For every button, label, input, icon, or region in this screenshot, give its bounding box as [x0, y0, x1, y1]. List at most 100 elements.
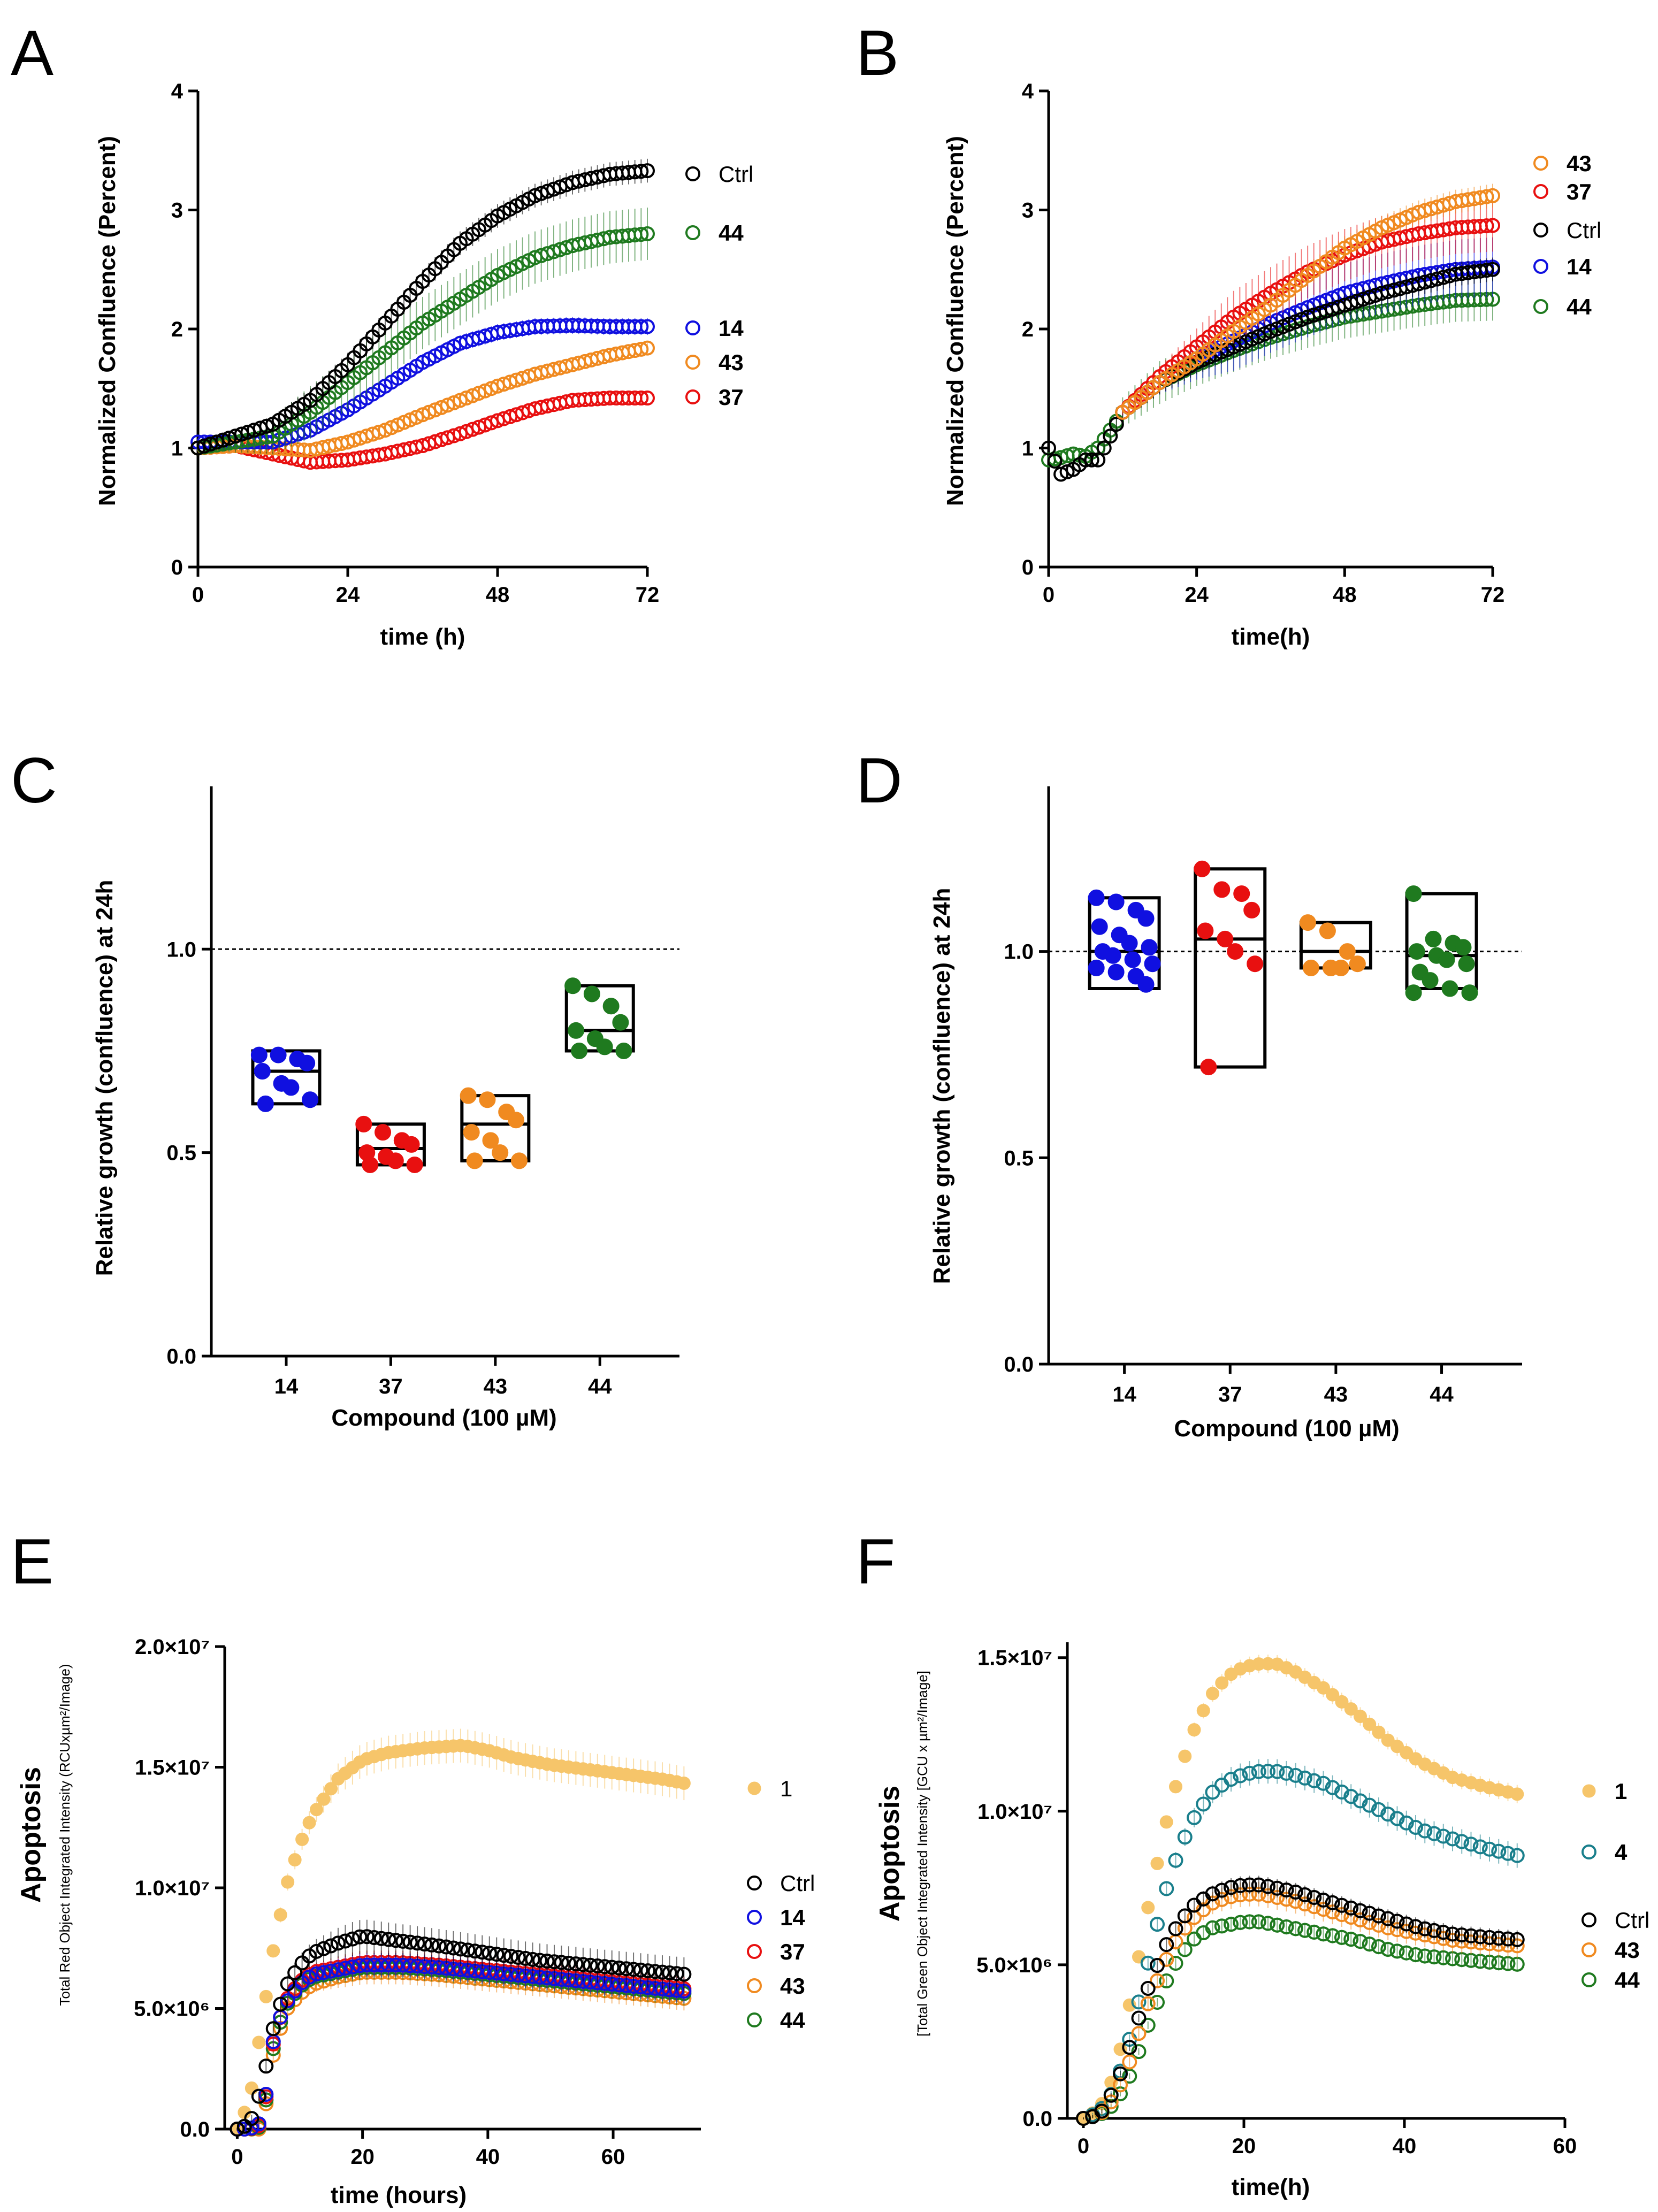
data-point	[1297, 1923, 1312, 1938]
data-point	[1107, 963, 1125, 981]
data-point	[438, 1939, 454, 1955]
data-point	[395, 1933, 411, 1949]
data-point	[1205, 1785, 1220, 1800]
legend-marker-1	[747, 1781, 761, 1795]
data-point	[1131, 2026, 1147, 2041]
data-point	[1326, 1688, 1340, 1702]
data-point	[676, 1966, 692, 1982]
data-point	[1224, 1917, 1239, 1932]
data-point	[280, 1993, 295, 2009]
data-point	[1500, 1931, 1516, 1947]
panel-a-xtick-label: 0	[192, 583, 204, 607]
data-point	[1177, 1830, 1193, 1845]
data-point	[251, 2088, 266, 2104]
panel-e-ytick-label: 1.5×10⁷	[135, 1756, 210, 1780]
data-point	[323, 1938, 339, 1954]
panel-f-ytick-label: 0.0	[1022, 2107, 1052, 2131]
panel-d-ytick-label: 1.0	[1004, 940, 1034, 964]
data-point	[518, 1950, 533, 1966]
data-point	[1325, 1928, 1340, 1943]
panel-d-group-43	[1299, 914, 1372, 976]
data-point	[1485, 188, 1500, 203]
panel-d-ytick-label: 0.5	[1004, 1146, 1034, 1170]
legend-label-1: 1	[780, 1776, 792, 1801]
data-point	[1104, 947, 1121, 964]
legend-marker-Ctrl	[1533, 223, 1548, 238]
data-point	[640, 226, 655, 241]
data-point	[640, 319, 655, 334]
data-point	[604, 1960, 620, 1975]
data-point	[1371, 1908, 1386, 1924]
legend-label-Ctrl: Ctrl	[1615, 1908, 1649, 1933]
data-point	[626, 1962, 641, 1977]
data-point	[1400, 1746, 1413, 1759]
legend-marker-44	[1581, 1972, 1596, 1987]
panel-b-series-43	[1115, 183, 1500, 420]
legend-label-37: 37	[780, 1939, 805, 1964]
data-point	[338, 1961, 353, 1976]
legend-marker-Ctrl	[685, 166, 700, 181]
panel-c-group-14	[250, 1046, 322, 1112]
panel-e-ytick-label: 1.0×10⁷	[135, 1877, 210, 1900]
data-point	[1140, 2017, 1156, 2033]
data-point	[1168, 1956, 1183, 1971]
data-point	[1302, 959, 1319, 976]
data-point	[525, 1951, 540, 1967]
panel-d-ytick-label: 0.0	[1004, 1353, 1034, 1376]
data-point	[1353, 1903, 1368, 1918]
panel-b-ytick-label: 1	[1022, 437, 1034, 461]
data-point	[669, 1966, 684, 1981]
data-point	[1242, 1765, 1257, 1781]
data-point	[1485, 218, 1500, 233]
legend-label-1: 1	[1615, 1779, 1627, 1804]
data-point	[1206, 1687, 1219, 1701]
panel-d-xtick-label: 37	[1218, 1383, 1242, 1406]
panel-a-ytick-label: 3	[171, 199, 183, 223]
data-point	[618, 1961, 634, 1977]
panel-f-series-4	[1076, 1759, 1525, 2126]
data-point	[654, 1964, 670, 1980]
legend-label-4: 4	[1615, 1840, 1628, 1865]
panel-c-ytick-label: 0.5	[166, 1142, 196, 1165]
legend-label-43: 43	[1615, 1938, 1640, 1963]
data-point	[1094, 2103, 1110, 2119]
data-point	[1426, 1826, 1442, 1841]
legend-label-37: 37	[719, 385, 744, 410]
data-point	[539, 1953, 555, 1969]
data-point	[1233, 885, 1250, 902]
data-point	[1150, 1994, 1165, 2010]
data-point	[1335, 1695, 1349, 1709]
data-point	[1299, 914, 1316, 931]
data-point	[1417, 1823, 1433, 1839]
data-point	[1491, 1843, 1507, 1859]
data-point	[612, 1014, 629, 1031]
data-point	[1316, 1892, 1331, 1908]
data-point	[1463, 1836, 1479, 1852]
data-point	[1224, 1772, 1239, 1787]
data-point	[482, 1946, 497, 1961]
data-point	[366, 1930, 382, 1945]
data-point	[1334, 1930, 1349, 1945]
data-point	[1371, 1939, 1386, 1955]
data-point	[1399, 1945, 1414, 1961]
data-point	[352, 1929, 368, 1945]
data-point	[1408, 1819, 1423, 1835]
data-point	[1288, 1885, 1303, 1900]
box	[1194, 867, 1267, 1069]
panel-f-xtick-label: 0	[1078, 2134, 1089, 2158]
data-point	[1405, 984, 1422, 1001]
data-point	[1150, 1973, 1165, 1988]
data-point	[583, 985, 600, 1002]
data-point	[1435, 1828, 1451, 1844]
legend-marker-43	[1581, 1942, 1596, 1957]
data-point	[453, 1941, 468, 1957]
data-point	[612, 1960, 627, 1976]
data-point	[590, 1958, 605, 1974]
panel-b-ytick-label: 0	[1022, 556, 1034, 579]
data-point	[359, 1957, 375, 1973]
data-point	[662, 1965, 677, 1980]
data-point	[1343, 1789, 1359, 1804]
legend-marker-37	[747, 1944, 762, 1959]
data-point	[250, 1046, 268, 1063]
